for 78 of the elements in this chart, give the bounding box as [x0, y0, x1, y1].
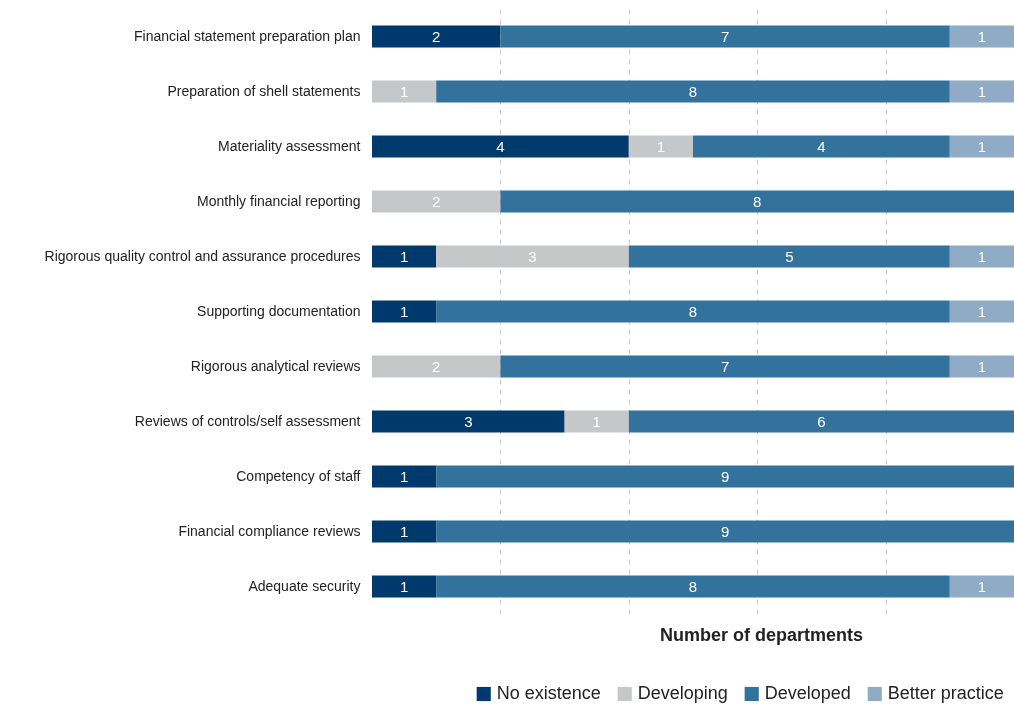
bar: [949, 135, 1014, 158]
data-label: 4: [817, 137, 826, 155]
data-label: 6: [817, 412, 826, 430]
data-label: 8: [688, 82, 698, 100]
bar: [500, 25, 950, 48]
data-label: 1: [592, 412, 601, 430]
y-tick-label: Monthly financial reporting: [197, 192, 361, 209]
bar: [949, 300, 1014, 323]
data-label: 7: [720, 357, 730, 375]
bar: [372, 245, 437, 268]
data-label: 1: [977, 247, 987, 265]
y-tick-label: Reviews of controls/self assessment: [134, 412, 361, 429]
bar: [949, 80, 1014, 103]
data-label: 4: [496, 137, 505, 155]
bar: [436, 300, 950, 323]
y-tick-label: Materiality assessment: [218, 137, 361, 154]
y-tick-label: Rigorous analytical reviews: [190, 357, 361, 374]
data-label: 1: [977, 577, 987, 595]
bar: [372, 300, 437, 323]
data-label: 8: [688, 577, 698, 595]
data-label: 1: [656, 137, 666, 155]
bar: [628, 410, 1014, 433]
legend-label: No existence: [496, 683, 601, 703]
y-tick-label: Adequate security: [248, 577, 361, 594]
data-label: 2: [432, 357, 441, 375]
legend-label: Developed: [764, 683, 851, 703]
bar: [949, 245, 1014, 268]
data-label: 1: [399, 302, 409, 320]
bar: [372, 190, 501, 213]
data-label: 1: [399, 522, 409, 540]
bar: [436, 520, 1014, 543]
bar: [372, 135, 629, 158]
legend-label: Developing: [637, 683, 728, 703]
data-label: 2: [432, 27, 441, 45]
bar: [564, 410, 629, 433]
data-label: 1: [977, 357, 987, 375]
y-tick-label: Supporting documentation: [197, 302, 361, 319]
x-axis-title: Number of departments: [660, 624, 864, 645]
bar: [372, 575, 437, 598]
data-label: 3: [464, 412, 473, 430]
data-label: 1: [399, 467, 409, 485]
bar: [372, 355, 501, 378]
data-label: 1: [399, 577, 409, 595]
bar: [949, 355, 1014, 378]
bar: [436, 80, 950, 103]
data-label: 9: [720, 467, 730, 485]
bar: [436, 465, 1014, 488]
data-label: 2: [432, 192, 441, 210]
bar: [372, 520, 437, 543]
bar: [693, 135, 950, 158]
data-label: 1: [977, 137, 987, 155]
bar: [628, 245, 950, 268]
bar: [949, 25, 1014, 48]
data-label: 1: [399, 247, 409, 265]
data-label: 1: [977, 302, 987, 320]
y-tick-label: Preparation of shell statements: [167, 82, 361, 99]
data-label: 8: [753, 192, 762, 210]
y-tick-label: Financial compliance reviews: [178, 522, 361, 539]
bar: [500, 190, 1014, 213]
data-label: 7: [720, 27, 730, 45]
data-label: 1: [977, 27, 987, 45]
data-label: 5: [785, 247, 794, 265]
bar: [436, 575, 950, 598]
bar: [500, 355, 950, 378]
bar: [949, 575, 1014, 598]
bar: [372, 25, 501, 48]
bar: [372, 80, 437, 103]
y-tick-label: Competency of staff: [236, 467, 361, 484]
legend-label: Better practice: [887, 683, 1004, 703]
bar: [372, 410, 565, 433]
data-label: 9: [720, 522, 730, 540]
data-label: 8: [688, 302, 698, 320]
data-label: 1: [977, 82, 987, 100]
bar: [372, 465, 437, 488]
data-label: 3: [528, 247, 537, 265]
y-tick-label: Rigorous quality control and assurance procedures: [44, 247, 361, 264]
data-label: 1: [399, 82, 409, 100]
y-tick-label: Financial statement preparation plan: [134, 27, 361, 44]
